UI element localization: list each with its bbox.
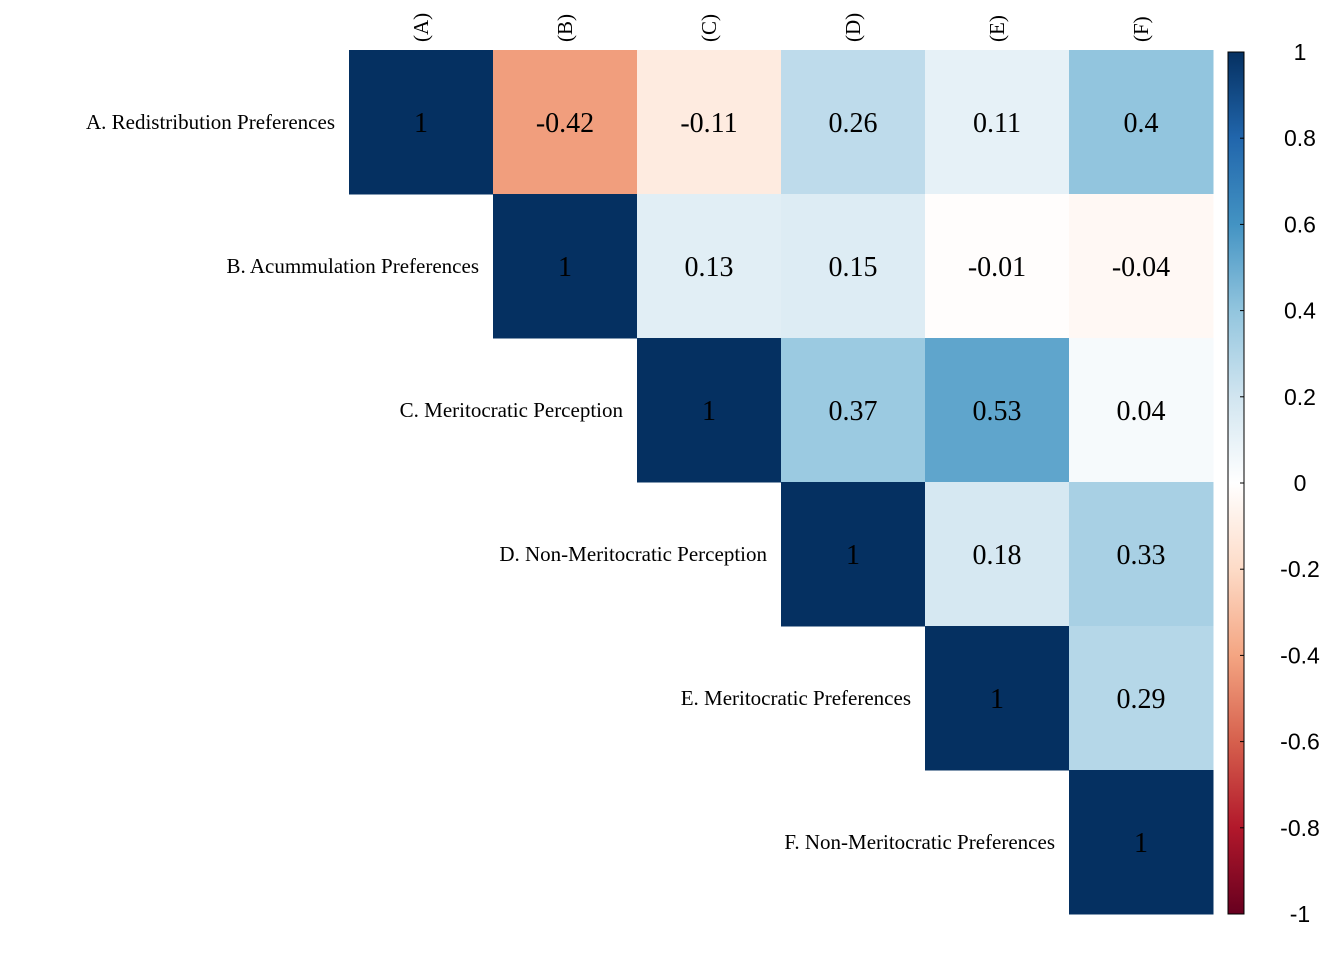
heatmap-cells: 1 -0.42 -0.11 0.26 0.11 0.4 1 0.13 0.15 -0.01 -0.0… [349, 50, 1214, 915]
column-label: (D) [841, 13, 865, 42]
cell-value-label: 0.26 [829, 108, 878, 139]
cell-value-label: 0.18 [973, 540, 1022, 571]
row-label: E. Meritocratic Preferences [681, 686, 911, 710]
cell-value-label: 1 [702, 396, 716, 427]
heatmap-cell-0-4 [925, 50, 1070, 195]
heatmap-cell-0-1 [493, 50, 638, 195]
colorbar-tick-label: 0.4 [1284, 298, 1316, 324]
column-labels: (A) (B) (C) (D) (E) (F) [409, 13, 1153, 42]
colorbar-tick-label: -0.2 [1280, 556, 1320, 582]
colorbar-tick-label: 1 [1294, 39, 1307, 65]
colorbar-tick-label: -0.6 [1280, 729, 1320, 755]
heatmap-cell-0-0 [349, 50, 494, 195]
cell-value-label: 0.29 [1117, 684, 1166, 715]
heatmap-cell-3-5 [1069, 482, 1214, 627]
cell-value-label: -0.11 [680, 108, 737, 139]
cell-value-label: 1 [846, 540, 860, 571]
cell-value-label: -0.42 [536, 108, 594, 139]
colorbar-tick-label: -0.4 [1280, 642, 1320, 668]
column-label: (F) [1129, 16, 1153, 42]
heatmap-cell-1-2 [637, 194, 782, 339]
row-label: F. Non-Meritocratic Preferences [784, 830, 1055, 854]
heatmap-cell-5-5 [1069, 770, 1214, 915]
cell-value-label: 1 [1134, 828, 1148, 859]
heatmap-cell-1-5 [1069, 194, 1214, 339]
colorbar-tick-label: -1 [1290, 901, 1310, 927]
cell-value-label: 0.04 [1117, 396, 1166, 427]
column-label: (B) [553, 14, 577, 42]
heatmap-cell-3-3 [781, 482, 926, 627]
row-label: C. Meritocratic Perception [400, 398, 624, 422]
heatmap-cell-0-5 [1069, 50, 1214, 195]
colorbar-tick-label: -0.8 [1280, 815, 1320, 841]
colorbar-tick-label: 0.2 [1284, 384, 1316, 410]
colorbar-tick-label: 0.8 [1284, 125, 1316, 151]
color-legend: 1 0.8 0.6 0.4 0.2 0 -0.2 -0.4 -0.6 -0.8 -1 [1227, 39, 1320, 927]
cell-value-label: -0.01 [968, 252, 1026, 283]
cell-value-label: 0.4 [1124, 108, 1159, 139]
heatmap-cell-3-4 [925, 482, 1070, 627]
row-label: B. Acummulation Preferences [226, 254, 479, 278]
cell-value-label: 1 [414, 108, 428, 139]
heatmap-cell-2-2 [637, 338, 782, 483]
heatmap-cell-4-4 [925, 626, 1070, 771]
row-label: A. Redistribution Preferences [86, 110, 335, 134]
row-label: D. Non-Meritocratic Perception [499, 542, 767, 566]
cell-value-label: 0.53 [973, 396, 1022, 427]
cell-value-label: 0.33 [1117, 540, 1166, 571]
cell-value-label: -0.04 [1112, 252, 1170, 283]
heatmap-cell-2-5 [1069, 338, 1214, 483]
column-label: (C) [697, 14, 721, 42]
cell-value-label: 0.37 [829, 396, 878, 427]
heatmap-cell-2-4 [925, 338, 1070, 483]
heatmap-cell-1-3 [781, 194, 926, 339]
colorbar-tick-label: 0 [1294, 470, 1307, 496]
column-label: (A) [409, 13, 433, 42]
heatmap-cell-0-3 [781, 50, 926, 195]
cell-value-label: 0.11 [973, 108, 1021, 139]
colorbar-tick-label: 0.6 [1284, 211, 1316, 237]
cell-value-label: 1 [558, 252, 572, 283]
row-labels: A. Redistribution Preferences B. Acummula… [86, 110, 1055, 854]
heatmap-cell-1-1 [493, 194, 638, 339]
heatmap-cell-4-5 [1069, 626, 1214, 771]
cell-value-label: 0.13 [685, 252, 734, 283]
cell-value-label: 1 [990, 684, 1004, 715]
heatmap-cell-1-4 [925, 194, 1070, 339]
cell-value-label: 0.15 [829, 252, 878, 283]
heatmap-cell-0-2 [637, 50, 782, 195]
heatmap-cell-2-3 [781, 338, 926, 483]
column-label: (E) [985, 15, 1009, 42]
